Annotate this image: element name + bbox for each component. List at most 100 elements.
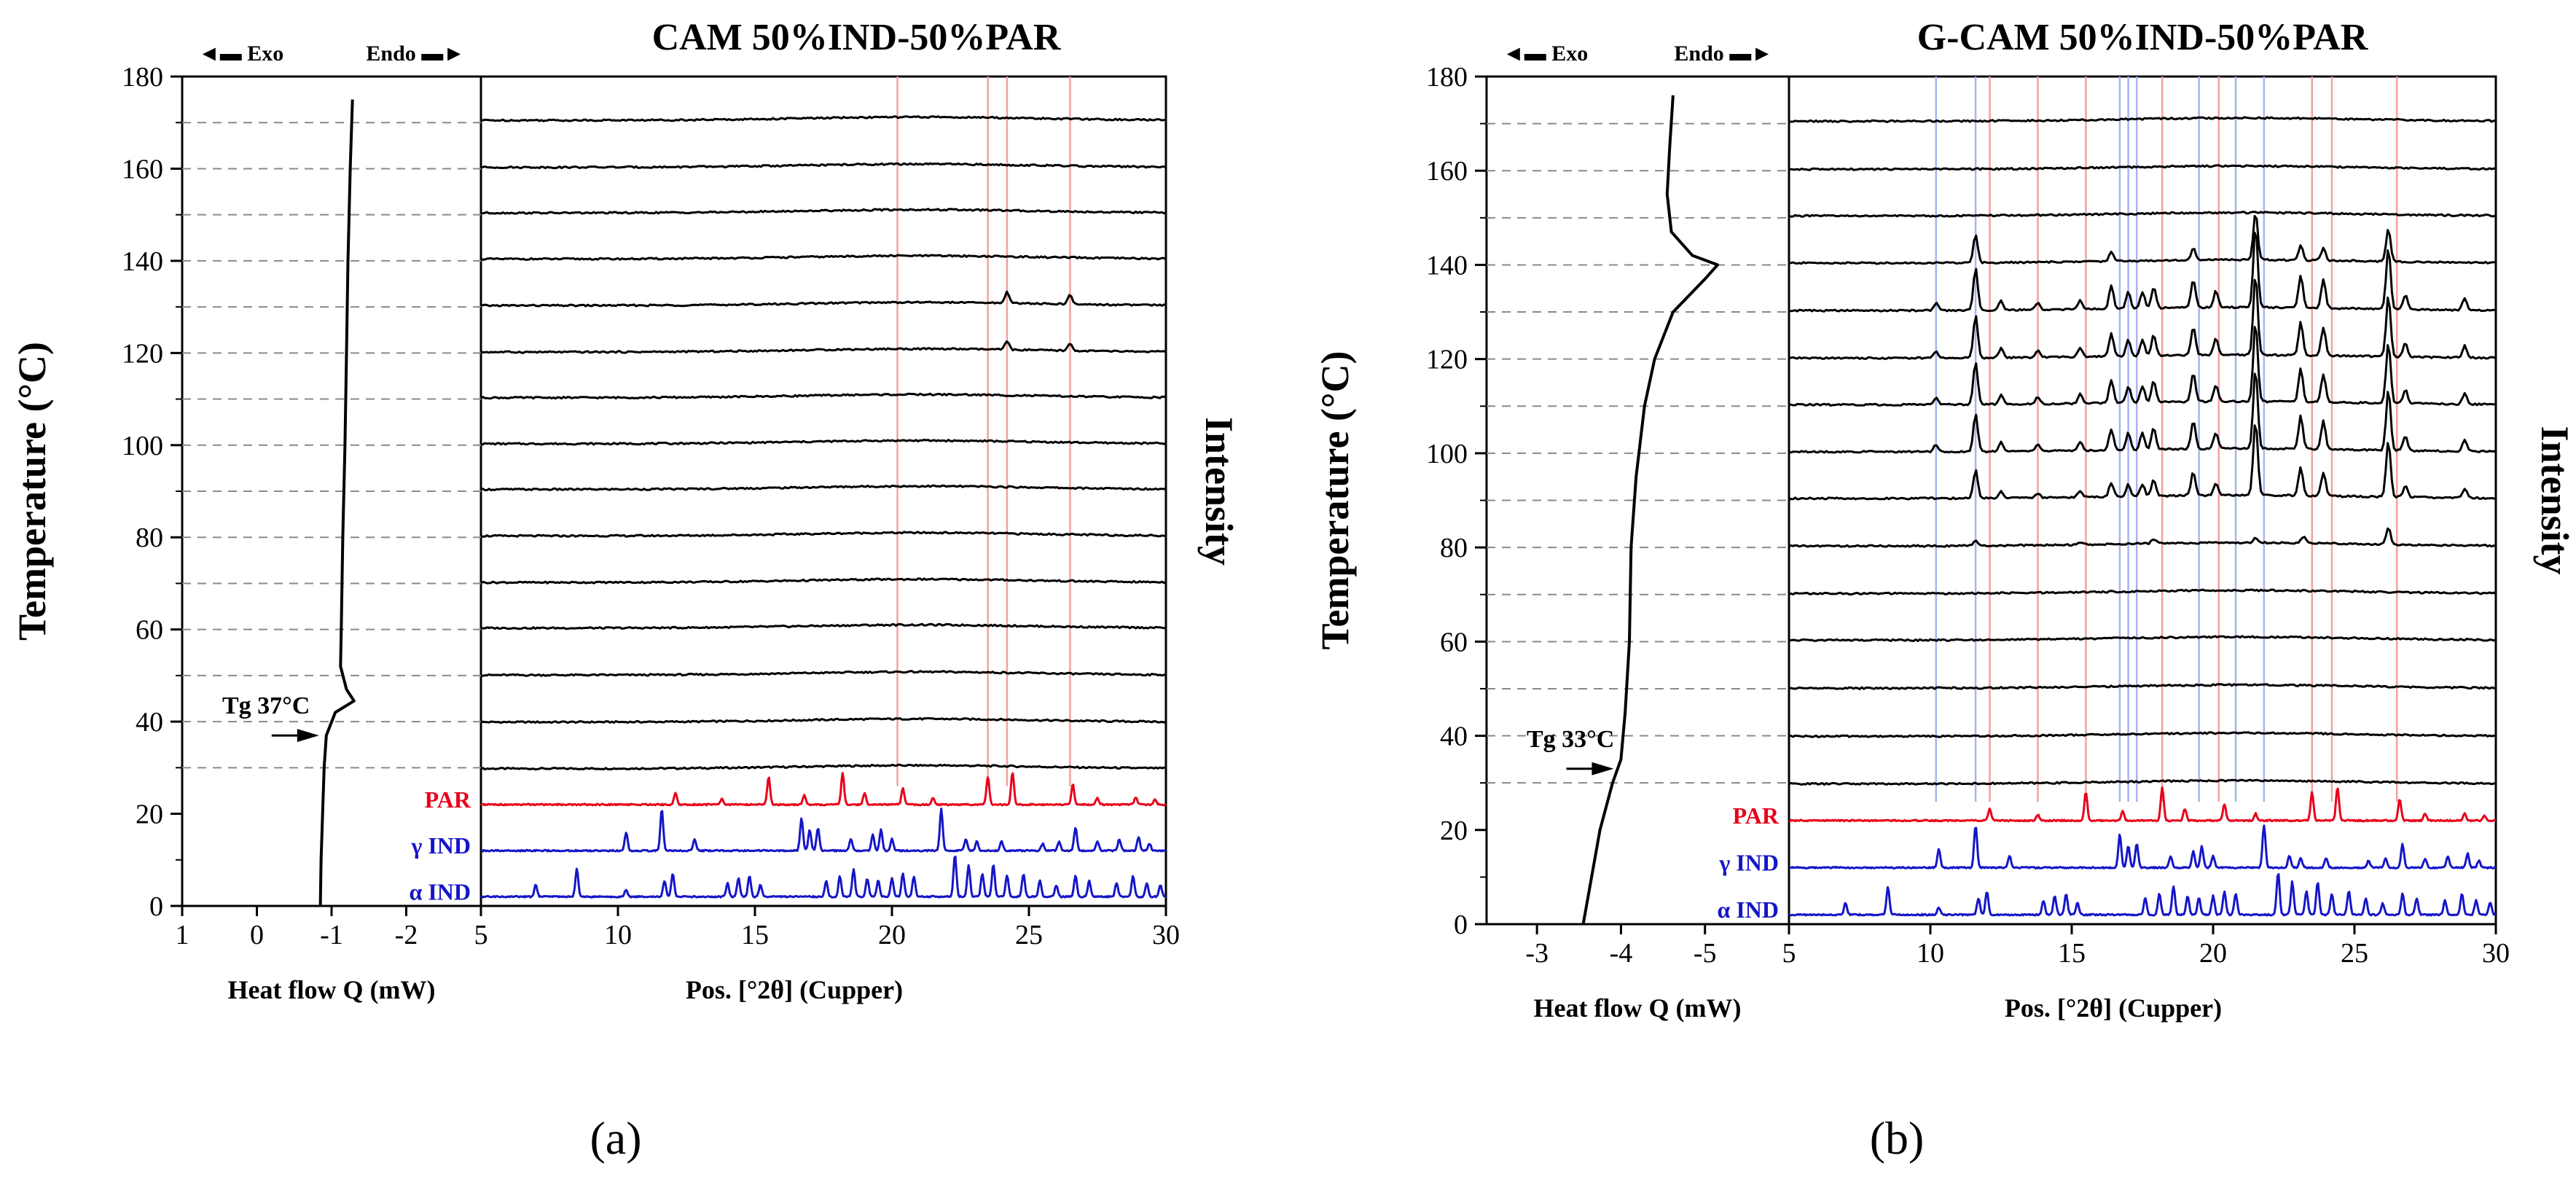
tg-arrow-icon [297, 729, 319, 743]
dsc-curve [318, 99, 356, 907]
xrd-tick-label: 20 [2199, 938, 2227, 969]
reference-label: PAR [425, 786, 471, 813]
reference-pattern [1788, 872, 2497, 917]
exo-label: ◄▬ Exo [198, 42, 283, 66]
temperature-axis-label: Temperature (°C) [10, 342, 54, 641]
temperature-tick-label: 20 [136, 800, 163, 830]
temperature-tick-label: 160 [1426, 156, 1468, 187]
xrd-scan-160 [480, 162, 1167, 170]
temperature-tick-label: 160 [122, 154, 163, 184]
temperature-tick-label: 100 [122, 431, 163, 461]
xrd-scan-80 [480, 531, 1167, 538]
temperature-tick-label: 80 [136, 523, 163, 553]
xrd-tick-label: 30 [1152, 920, 1180, 950]
xrd-scan-100 [1788, 372, 2497, 454]
xrd-tick-label: 15 [2058, 938, 2086, 969]
tg-label: Tg 33°C [1527, 726, 1614, 753]
dsc-tick-label: -5 [1694, 938, 1717, 969]
xrd-scan-70 [480, 577, 1167, 585]
endo-label: Endo ▬► [1674, 42, 1773, 66]
reference-label: α IND [409, 878, 471, 904]
panel-b: 0 20 40 60 80 100 120 140 160 180 Temperature (°C)… [1313, 17, 2576, 1023]
plot-frame [1485, 75, 2497, 926]
endo-label: Endo ▬► [366, 42, 465, 66]
xrd-scan-100 [481, 438, 1167, 446]
dsc-tick-label: 0 [250, 920, 264, 950]
reference-label: α IND [1717, 896, 1779, 923]
temperature-tick-label: 140 [1426, 250, 1468, 281]
reference-pattern [480, 808, 1167, 853]
exo-label: ◄▬ Exo [1503, 42, 1588, 66]
dsc-tick-label: -2 [395, 920, 418, 950]
dsc-tick-label: -1 [320, 920, 343, 950]
plot-frame [181, 75, 1167, 907]
reference-pattern [1788, 824, 2497, 869]
xrd-scan-60 [1788, 635, 2497, 642]
xrd-scan-60 [480, 622, 1167, 630]
temperature-tick-label: 140 [122, 246, 163, 277]
xrd-scan-40 [480, 716, 1167, 724]
chart-title: CAM 50%IND-50%PAR [652, 17, 1062, 58]
temperature-tick-label: 60 [1440, 627, 1468, 657]
xrd-scan-150 [1788, 211, 2497, 218]
xrd-scan-140 [480, 254, 1167, 261]
xrd-tick-label: 10 [604, 920, 632, 950]
xrd-tick-label: 25 [1015, 920, 1043, 950]
xrd-axis-label: Pos. [°2θ] (Cupper) [2005, 993, 2222, 1023]
xrd-scan-50 [1789, 683, 2496, 690]
xrd-tick-label: 20 [878, 920, 906, 950]
xrd-scan-170 [480, 115, 1167, 122]
temperature-tick-label: 120 [122, 338, 163, 369]
reference-pattern [480, 772, 1167, 807]
xrd-scan-30 [1788, 778, 2497, 786]
temperature-tick-label: 40 [136, 707, 163, 738]
xrd-scan-170 [1788, 116, 2497, 123]
dsc-tick-label: -3 [1525, 938, 1549, 969]
xrd-scan-50 [480, 670, 1167, 677]
temperature-tick-label: 40 [1440, 722, 1468, 752]
temperature-tick-label: 180 [1426, 62, 1468, 93]
tg-label: Tg 37°C [222, 692, 310, 719]
xrd-scan-90 [480, 484, 1167, 491]
chart-title: G-CAM 50%IND-50%PAR [1917, 17, 2369, 58]
temperature-tick-label: 180 [122, 62, 163, 93]
xrd-scan-110 [480, 392, 1166, 400]
tg-arrow-icon [1592, 762, 1614, 775]
xrd-scan-80 [1788, 527, 2497, 548]
reference-pattern [1788, 786, 2497, 823]
xrd-scan-120 [1788, 278, 2497, 360]
xrd-scan-120 [480, 340, 1167, 354]
dsc-axis-label: Heat flow Q (mW) [228, 975, 436, 1004]
xrd-scan-30 [480, 763, 1166, 771]
intensity-axis-label: Intensity [2533, 426, 2576, 574]
xrd-scan-140 [1789, 214, 2497, 265]
temperature-tick-label: 0 [1454, 910, 1468, 940]
caption-a: (a) [590, 1112, 641, 1164]
temperature-tick-label: 80 [1440, 533, 1468, 563]
dsc-tick-label: 1 [176, 920, 189, 950]
reference-label: PAR [1733, 802, 1780, 829]
xrd-tick-label: 10 [1917, 938, 1944, 969]
xrd-scan-160 [1788, 164, 2497, 171]
temperature-tick-label: 0 [149, 891, 163, 922]
intensity-axis-label: Intensity [1197, 417, 1241, 566]
xrd-scan-130 [1789, 231, 2497, 313]
caption-b: (b) [1870, 1112, 1925, 1164]
xrd-axis-label: Pos. [°2θ] (Cupper) [686, 975, 903, 1004]
dsc-tick-label: -4 [1610, 938, 1633, 969]
xrd-scan-110 [1788, 326, 2497, 407]
reference-label: γ IND [410, 832, 471, 859]
xrd-tick-label: 5 [1782, 938, 1796, 969]
xrd-tick-label: 30 [2482, 938, 2510, 969]
temperature-tick-label: 120 [1426, 345, 1468, 375]
xrd-tick-label: 15 [741, 920, 769, 950]
xrd-scan-130 [480, 290, 1167, 308]
temperature-tick-label: 20 [1440, 816, 1468, 846]
xrd-tick-label: 5 [474, 920, 488, 950]
temperature-axis-label: Temperature (°C) [1313, 351, 1357, 649]
xrd-scan-70 [1788, 588, 2497, 595]
dsc-axis-label: Heat flow Q (mW) [1534, 993, 1742, 1023]
temperature-tick-label: 100 [1426, 439, 1468, 469]
